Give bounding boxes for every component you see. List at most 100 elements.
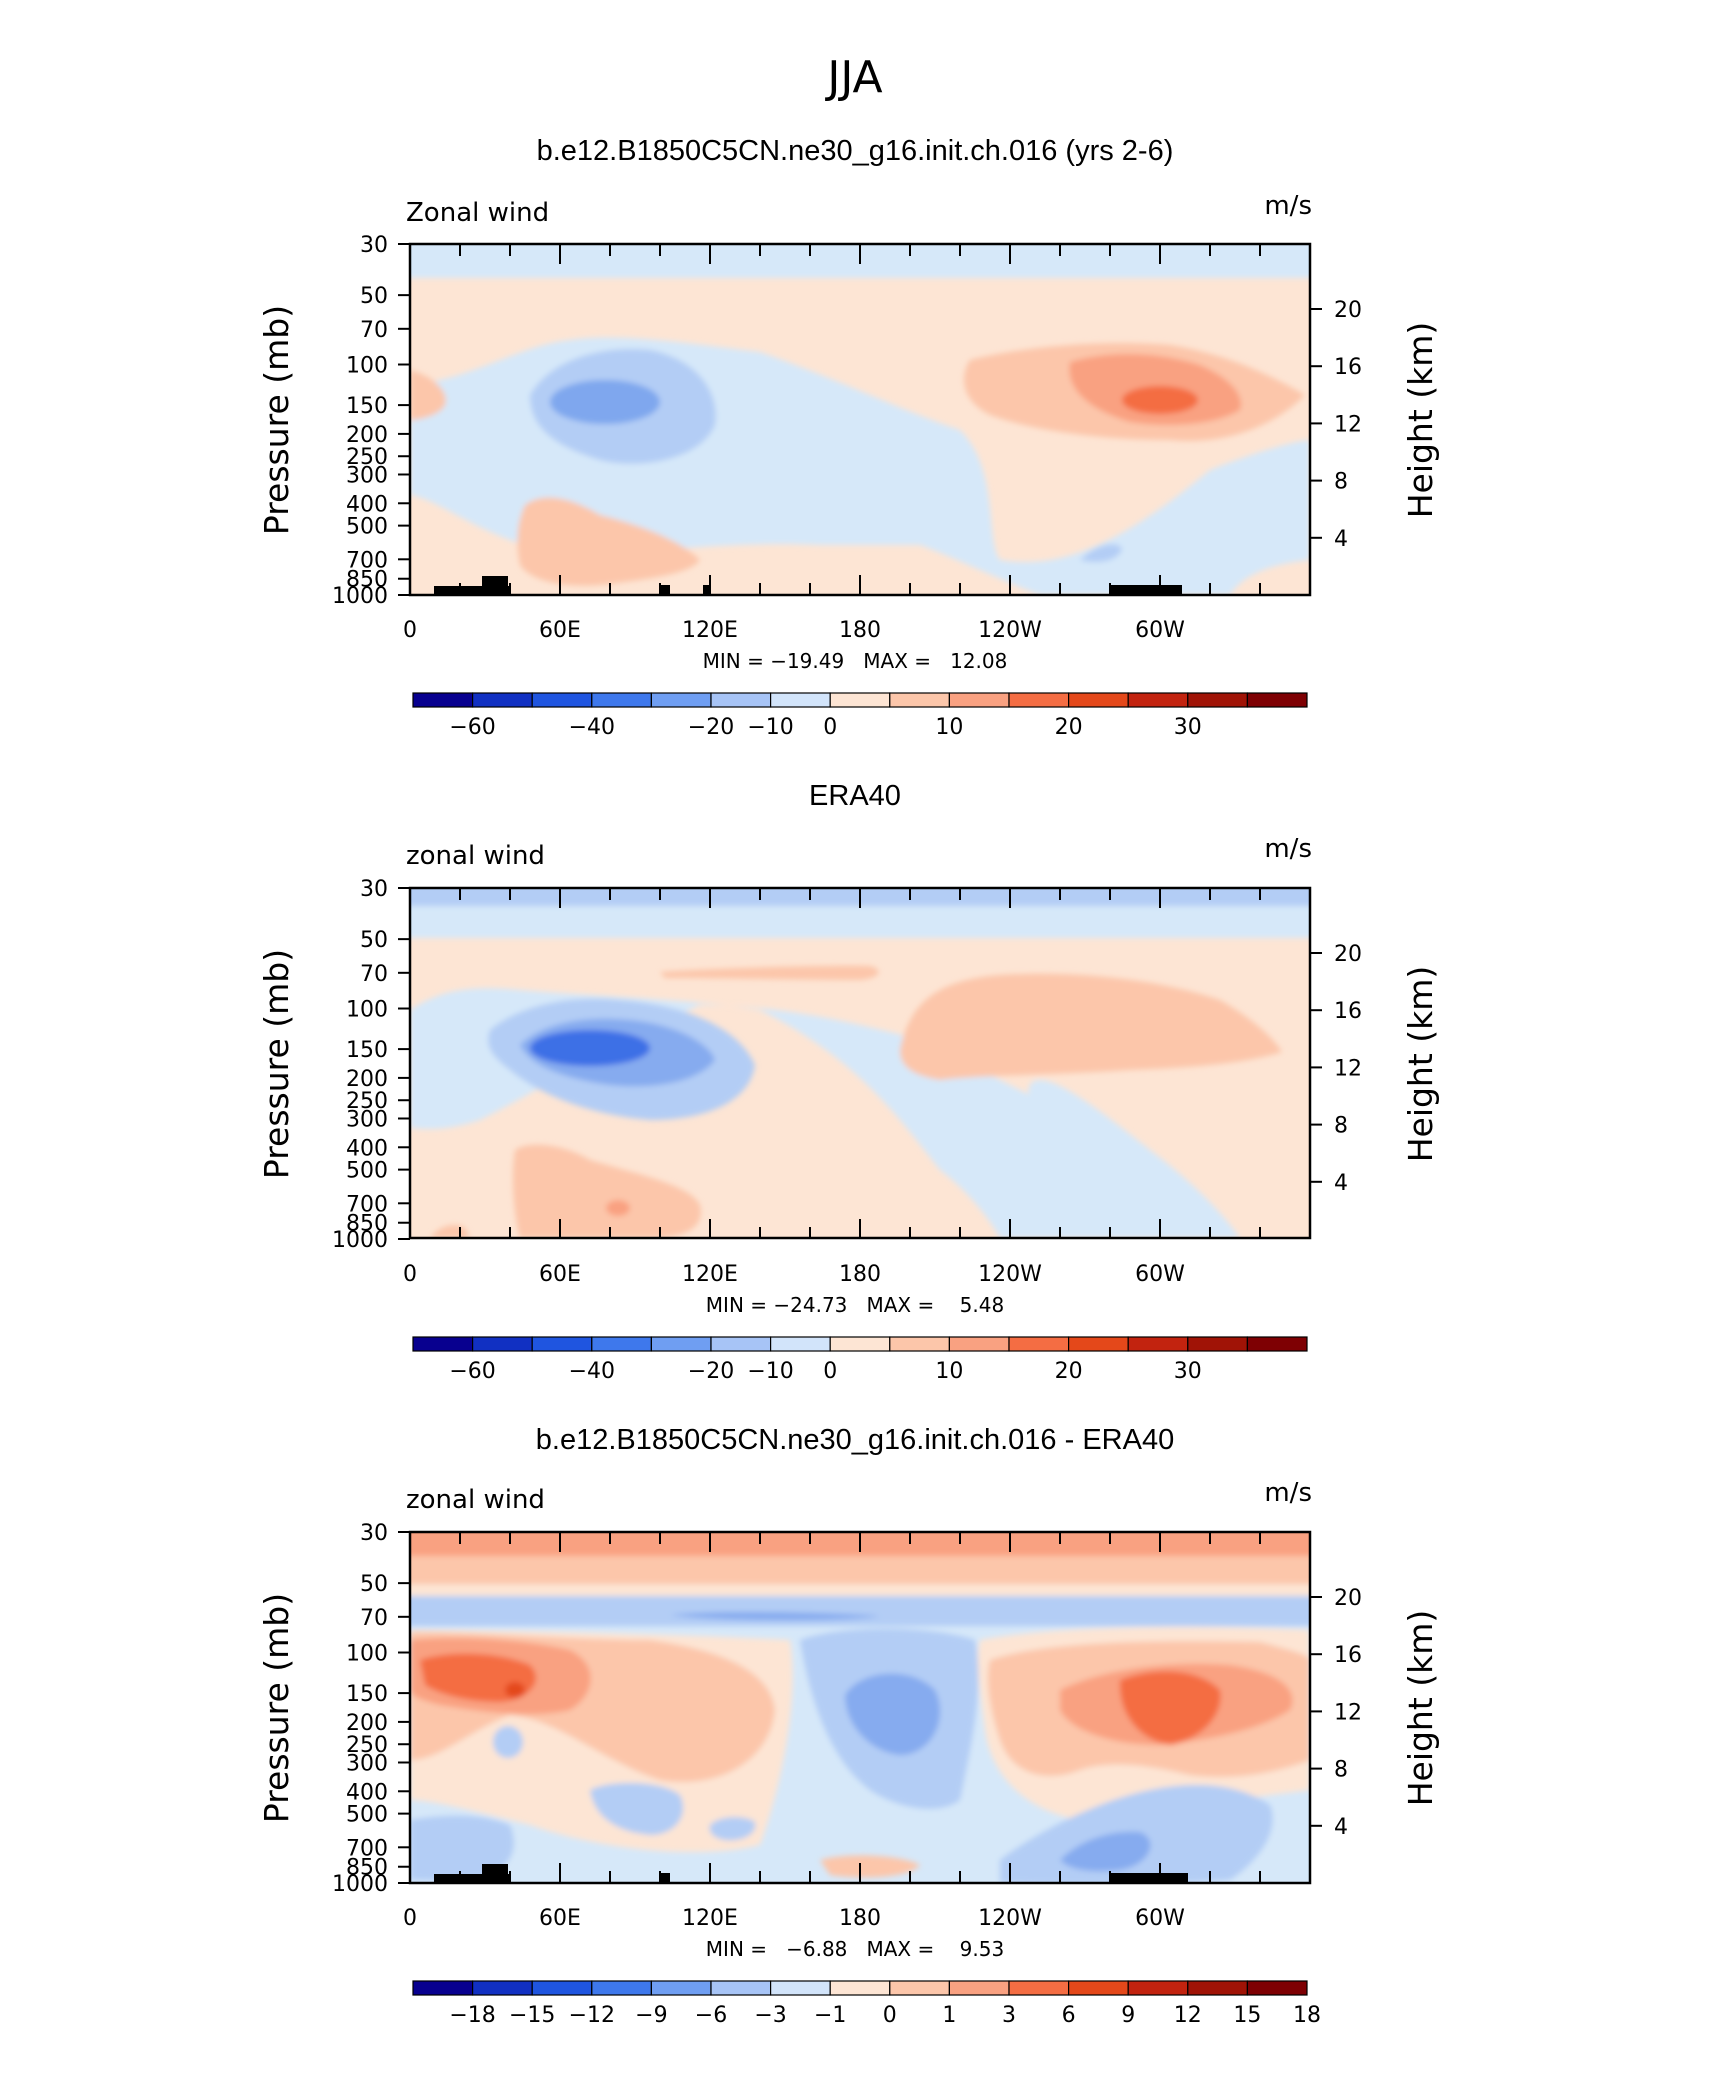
- colorbar-swatch: [829, 1980, 891, 1996]
- colorbar-swatch: [591, 1336, 652, 1352]
- colorbar-swatch: [412, 1980, 474, 1996]
- y-tick-label: 30: [360, 233, 388, 258]
- x-tick-label: 60E: [539, 1262, 581, 1287]
- negative-min-dateline: [845, 1673, 941, 1755]
- colorbar-swatch: [531, 1336, 593, 1352]
- x-tick-label: 180: [839, 618, 881, 643]
- y-tick-label: 700: [346, 1192, 388, 1217]
- y-tick-label: 850: [346, 568, 388, 593]
- colorbar-label: 20: [1055, 715, 1083, 740]
- colorbar-swatch: [889, 1980, 950, 1996]
- y-tick-label: 1000: [332, 1872, 388, 1897]
- x-tick-label: 60E: [539, 1906, 581, 1931]
- colorbar-swatch: [650, 1980, 712, 1996]
- field-plot: [410, 244, 1310, 595]
- colorbar-swatch: [710, 692, 772, 708]
- y-tick-label-right: 12: [1334, 412, 1362, 437]
- y-tick-label: 30: [360, 1521, 388, 1546]
- negative-min-lower-east: [1060, 1831, 1151, 1872]
- y-tick-label: 850: [346, 1212, 388, 1237]
- positive-region-lower: [517, 497, 700, 586]
- y-tick-label: 200: [346, 1067, 388, 1092]
- colorbar-swatch: [531, 1980, 593, 1996]
- y-tick-label: 400: [346, 492, 388, 517]
- y-tick-label: 70: [360, 1606, 388, 1631]
- colorbar-swatch: [1127, 1980, 1189, 1996]
- colorbar-label: 0: [883, 2003, 897, 2028]
- colorbar-label: 30: [1174, 1359, 1202, 1384]
- colorbar-label: −12: [569, 2003, 615, 2028]
- y-tick-label: 300: [346, 463, 388, 488]
- y-tick-label: 30: [360, 877, 388, 902]
- colorbar-label: −6: [695, 2003, 727, 2028]
- x-tick-label: 0: [403, 1262, 417, 1287]
- y-tick-label: 150: [346, 394, 388, 419]
- x-tick-label: 120E: [682, 1906, 738, 1931]
- colorbar-swatch: [1067, 692, 1129, 708]
- y-tick-label: 700: [346, 548, 388, 573]
- colorbar-swatch: [1008, 1336, 1070, 1352]
- y-tick-label: 100: [346, 1642, 388, 1667]
- y-tick-label: 300: [346, 1751, 388, 1776]
- y-axis-label-right: Height (km): [1401, 322, 1440, 519]
- positive-region-west: [410, 370, 446, 420]
- colorbar-swatch: [472, 692, 533, 708]
- colorbar: −60 −40 −20 −10 0 10 20 30: [412, 692, 1308, 740]
- colorbar-swatch: [948, 1336, 1010, 1352]
- negative-patch-west: [493, 1726, 523, 1758]
- y-tick-label: 1000: [332, 584, 388, 609]
- negative-region-subtropical: [410, 988, 1240, 1238]
- y-tick-label: 200: [346, 1711, 388, 1736]
- colorbar-swatch: [1246, 1980, 1308, 1996]
- min-max-stats: MIN = −24.73 MAX = 5.48: [706, 1293, 1004, 1317]
- colorbar-label: −60: [449, 1359, 495, 1384]
- colorbar-label: 3: [1002, 2003, 1016, 2028]
- y-tick-label-right: 8: [1334, 1758, 1348, 1783]
- colorbar-swatch: [829, 1336, 891, 1352]
- x-tick-label: 120W: [978, 618, 1042, 643]
- y-tick-label-right: 16: [1334, 1643, 1362, 1668]
- positive-patch-lower: [606, 1200, 630, 1216]
- x-tick-label: 180: [839, 1262, 881, 1287]
- colorbar-swatch: [1008, 692, 1070, 708]
- colorbar-swatch: [1008, 1980, 1070, 1996]
- y-tick-label: 50: [360, 928, 388, 953]
- panel-model: b.e12.B1850C5CN.ne30_g16.init.ch.016 (yr…: [257, 135, 1440, 740]
- variable-label: zonal wind: [406, 1485, 545, 1515]
- x-tick-label: 120E: [682, 1262, 738, 1287]
- colorbar-swatch: [472, 1980, 533, 1996]
- y-tick-label-right: 20: [1334, 1586, 1362, 1611]
- x-tick-label: 0: [403, 618, 417, 643]
- negative-band: [410, 1596, 1310, 1626]
- negative-region-lower-mid: [590, 1783, 684, 1835]
- panel-title: ERA40: [809, 780, 901, 812]
- colorbar-label: 10: [935, 1359, 963, 1384]
- colorbar-label: 9: [1121, 2003, 1135, 2028]
- colorbar-swatch: [412, 1336, 474, 1352]
- y-axis-label: Pressure (mb): [257, 305, 296, 535]
- y-tick-label: 70: [360, 962, 388, 987]
- colorbar-label: −40: [569, 715, 615, 740]
- colorbar-label: 10: [935, 715, 963, 740]
- colorbar-label: −20: [688, 715, 734, 740]
- colorbar-swatch: [1187, 1336, 1249, 1352]
- colorbar-label: −3: [754, 2003, 786, 2028]
- x-tick-label: 120W: [978, 1906, 1042, 1931]
- colorbar-swatch: [948, 1980, 1010, 1996]
- colorbar-label: 0: [823, 1359, 837, 1384]
- field-plot: [410, 888, 1310, 1238]
- y-tick-label: 150: [346, 1038, 388, 1063]
- y-tick-label: 100: [346, 998, 388, 1023]
- positive-max-east: [1119, 1671, 1221, 1745]
- positive-region-upper: [900, 973, 1282, 1080]
- y-tick-label: 500: [346, 515, 388, 540]
- y-tick-label: 200: [346, 423, 388, 448]
- panel-title: b.e12.B1850C5CN.ne30_g16.init.ch.016 - E…: [536, 1424, 1174, 1456]
- panel-reanalysis: ERA40 zonal wind m/s 0 60E 120E 180 120W 60W 3…: [257, 780, 1440, 1384]
- colorbar-label: 6: [1062, 2003, 1076, 2028]
- colorbar-label: −60: [449, 715, 495, 740]
- topography-mask: [434, 576, 1182, 595]
- y-tick-label-right: 20: [1334, 942, 1362, 967]
